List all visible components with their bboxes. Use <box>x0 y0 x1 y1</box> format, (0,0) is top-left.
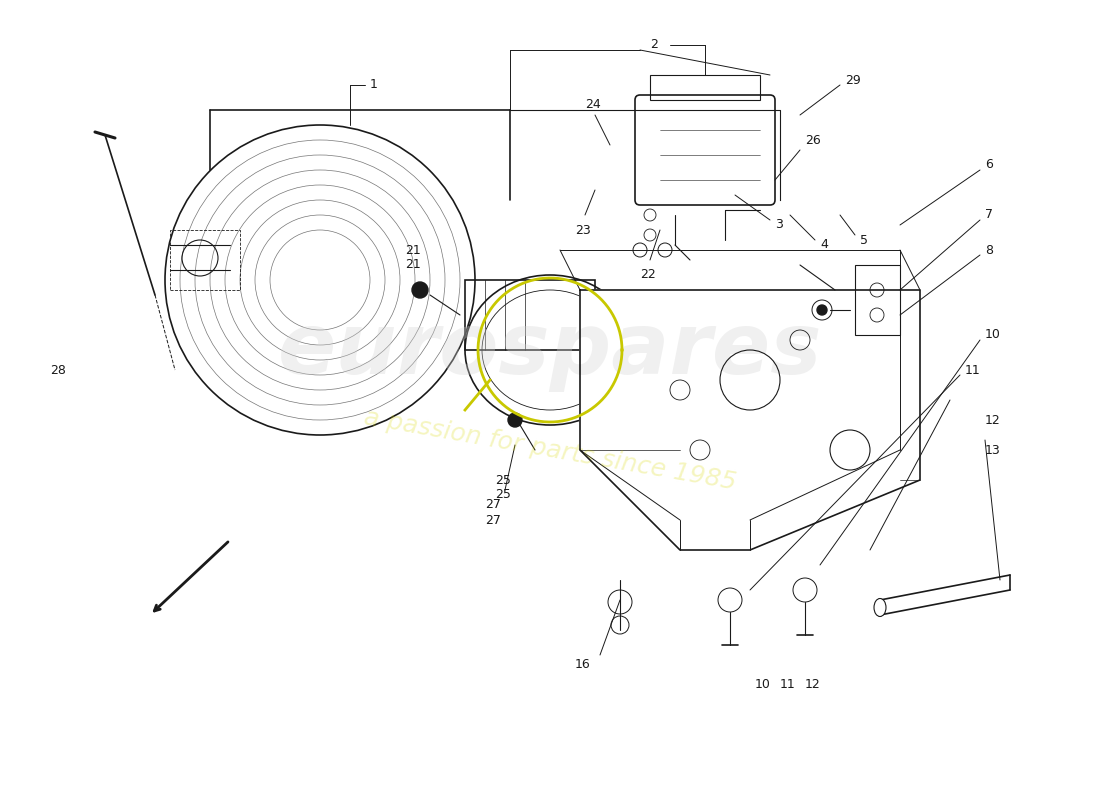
Text: 24: 24 <box>585 98 601 111</box>
Text: 1: 1 <box>370 78 378 91</box>
Text: 11: 11 <box>780 678 795 691</box>
Text: 2: 2 <box>650 38 658 51</box>
Text: 6: 6 <box>984 158 993 171</box>
Text: 16: 16 <box>575 658 591 671</box>
Text: 21: 21 <box>405 243 420 257</box>
Text: eurospares: eurospares <box>277 309 823 391</box>
Text: 13: 13 <box>984 443 1001 457</box>
Text: 28: 28 <box>50 363 66 377</box>
Bar <box>170 230 240 290</box>
Text: 8: 8 <box>984 243 993 257</box>
Text: 3: 3 <box>776 218 783 231</box>
Text: a passion for parts since 1985: a passion for parts since 1985 <box>362 406 738 494</box>
Text: 25: 25 <box>495 474 510 486</box>
Text: 10: 10 <box>755 678 771 691</box>
Text: 21: 21 <box>405 258 420 271</box>
Text: 12: 12 <box>805 678 821 691</box>
Text: 22: 22 <box>640 269 656 282</box>
Text: 4: 4 <box>820 238 828 251</box>
Circle shape <box>817 305 827 315</box>
Text: 25: 25 <box>495 489 510 502</box>
Text: 27: 27 <box>485 514 501 526</box>
Text: 11: 11 <box>965 363 981 377</box>
Text: 26: 26 <box>805 134 821 146</box>
Bar <box>650 75 760 100</box>
Bar <box>855 265 900 335</box>
Circle shape <box>508 413 522 427</box>
Text: 5: 5 <box>860 234 868 246</box>
Circle shape <box>412 282 428 298</box>
Text: 23: 23 <box>575 223 591 237</box>
Ellipse shape <box>874 598 886 617</box>
Polygon shape <box>580 290 920 550</box>
Bar <box>465 280 595 350</box>
Text: 29: 29 <box>845 74 860 86</box>
Text: 27: 27 <box>485 498 501 511</box>
Text: 7: 7 <box>984 209 993 222</box>
Text: 12: 12 <box>984 414 1001 426</box>
Text: 10: 10 <box>984 329 1001 342</box>
